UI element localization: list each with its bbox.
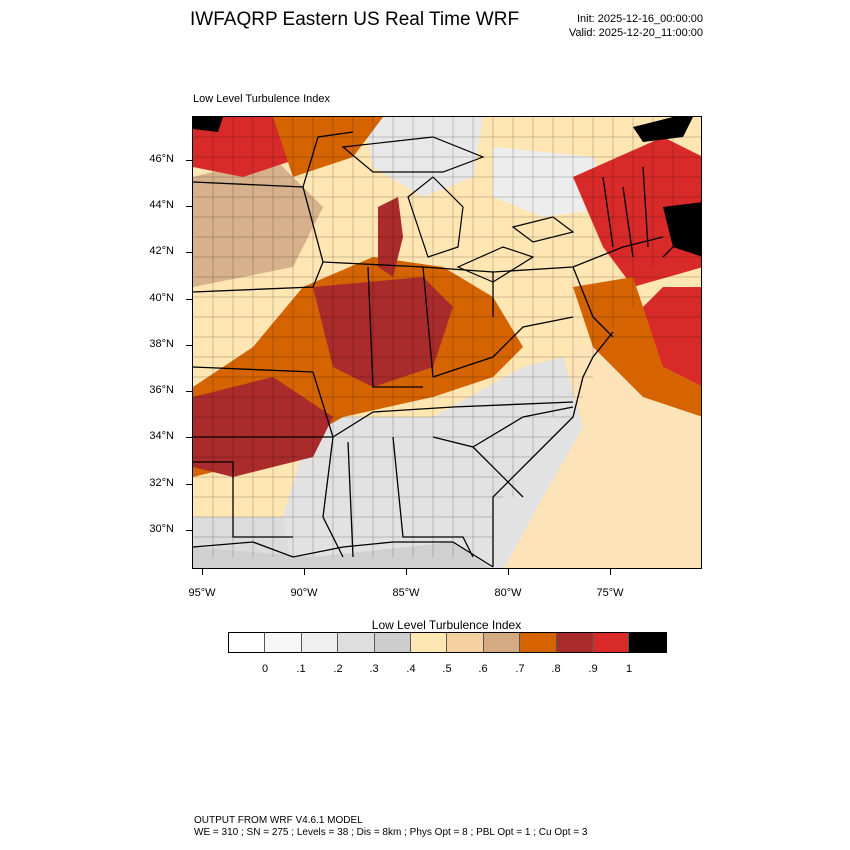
colorbar-box — [301, 633, 339, 652]
lat-tick — [186, 299, 192, 300]
colorbar-title: Low Level Turbulence Index — [371, 618, 522, 632]
colorbar-label: 1 — [625, 663, 633, 675]
lon-tick — [508, 569, 509, 575]
colorbar-box — [374, 633, 411, 652]
colorbar-box — [338, 633, 375, 652]
colorbar-box — [629, 633, 666, 652]
lon-tick — [202, 569, 203, 575]
colorbar-label: .7 — [515, 663, 525, 675]
colorbar-label: .1 — [296, 663, 306, 675]
colorbar-label: .3 — [369, 663, 379, 675]
colorbar-box — [447, 633, 484, 652]
map-panel — [192, 116, 702, 569]
init-time: Init: 2025-12-16_00:00:00 — [577, 13, 703, 25]
lat-label: 38°N — [149, 338, 174, 350]
lat-tick — [186, 530, 192, 531]
lat-tick — [186, 206, 192, 207]
lat-tick — [186, 391, 192, 392]
colorbar-box — [483, 633, 521, 652]
colorbar-box — [229, 633, 266, 652]
lat-tick — [186, 252, 192, 253]
turbulence-map — [193, 117, 701, 568]
lon-label: 80°W — [494, 587, 522, 599]
colorbar-label: .6 — [478, 663, 488, 675]
lat-tick — [186, 437, 192, 438]
lat-label: 30°N — [149, 523, 174, 535]
lat-label: 40°N — [149, 292, 174, 304]
valid-time: Valid: 2025-12-20_11:00:00 — [568, 27, 703, 39]
lon-tick — [610, 569, 611, 575]
lon-label: 95°W — [188, 587, 216, 599]
lat-label: 34°N — [149, 430, 174, 442]
lat-label: 44°N — [149, 199, 174, 211]
lat-tick — [186, 484, 192, 485]
lon-label: 75°W — [596, 587, 624, 599]
lat-tick — [186, 160, 192, 161]
colorbar-box — [265, 633, 302, 652]
model-info-line1: OUTPUT FROM WRF V4.6.1 MODEL — [194, 815, 363, 826]
colorbar-label: .2 — [333, 663, 343, 675]
colorbar-label: .5 — [442, 663, 452, 675]
colorbar-label: .4 — [406, 663, 416, 675]
lon-label: 90°W — [290, 587, 318, 599]
colorbar-label: .8 — [551, 663, 561, 675]
main-title: IWFAQRP Eastern US Real Time WRF — [190, 9, 520, 30]
lat-label: 32°N — [149, 477, 174, 489]
colorbar-label: .9 — [588, 663, 598, 675]
lon-label: 85°W — [392, 587, 420, 599]
colorbar-label: 0 — [261, 663, 269, 675]
lat-label: 46°N — [149, 153, 174, 165]
colorbar — [228, 632, 667, 653]
colorbar-box — [520, 633, 557, 652]
lon-tick — [304, 569, 305, 575]
colorbar-box — [410, 633, 448, 652]
colorbar-box — [556, 633, 593, 652]
colorbar-box — [592, 633, 630, 652]
lat-tick — [186, 345, 192, 346]
lon-tick — [406, 569, 407, 575]
model-info-line2: WE = 310 ; SN = 275 ; Levels = 38 ; Dis … — [194, 827, 588, 838]
lat-label: 42°N — [149, 245, 174, 257]
lat-label: 36°N — [149, 384, 174, 396]
panel-title: Low Level Turbulence Index — [193, 93, 330, 105]
